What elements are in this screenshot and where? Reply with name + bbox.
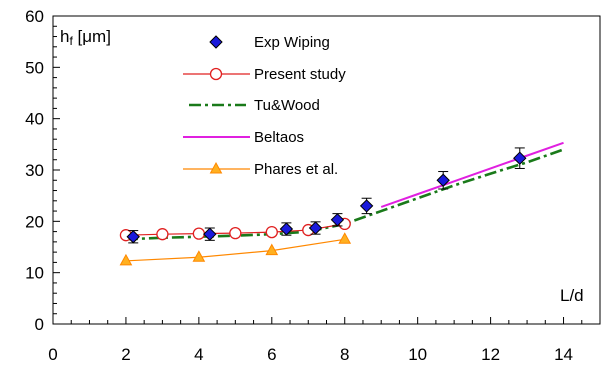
y-tick-label: 30 — [25, 161, 44, 180]
y-tick-label: 60 — [25, 7, 44, 26]
data-point — [229, 226, 242, 240]
data-point — [359, 199, 374, 213]
data-point — [265, 225, 278, 239]
series-line — [380, 141, 564, 208]
x-tick-label: 2 — [121, 345, 130, 364]
legend-item-phares-et-al: Phares et al. — [183, 161, 338, 178]
x-tick-label: 8 — [340, 345, 349, 364]
legend-marker — [209, 67, 223, 81]
series-exp-wiping — [126, 147, 527, 244]
data-point — [265, 243, 279, 256]
x-tick-label: 0 — [48, 345, 57, 364]
legend-label: Exp Wiping — [254, 34, 330, 51]
legend-marker — [209, 161, 223, 174]
data-point — [192, 250, 206, 262]
axes — [52, 15, 601, 325]
x-tick-label: 6 — [267, 345, 276, 364]
legend-label: Beltaos — [254, 129, 304, 146]
x-tick-label: 14 — [554, 345, 573, 364]
data-point — [330, 213, 345, 227]
series-phares-et-al — [119, 232, 352, 266]
y-tick-label: 40 — [25, 110, 44, 129]
data-point — [126, 230, 140, 244]
data-point — [513, 151, 527, 165]
data-point — [156, 228, 169, 241]
y-axis-title: hf [μm] — [60, 27, 111, 48]
data-point — [338, 232, 352, 244]
y-tick-label: 10 — [25, 264, 44, 283]
series-present-study — [119, 217, 351, 242]
series-line — [125, 238, 345, 262]
legend-item-tu-wood: Tu&Wood — [189, 97, 320, 114]
legend-label: Tu&Wood — [254, 97, 320, 114]
x-tick-label: 12 — [481, 345, 500, 364]
series-layer — [119, 141, 564, 266]
legend: Exp Wiping Present study Tu&Wood Beltaos Pha… — [183, 34, 346, 178]
data-point — [436, 173, 450, 187]
tick-labels: 0 2 4 6 8 10 12 14 0 10 20 30 40 50 60 — [25, 7, 573, 364]
data-point — [119, 253, 133, 266]
legend-marker — [209, 35, 223, 49]
legend-label: Phares et al. — [254, 161, 338, 178]
data-point — [192, 227, 206, 240]
legend-item-present-study: Present study — [183, 66, 346, 83]
x-axis-title: L/d — [560, 286, 584, 305]
data-point — [279, 222, 294, 236]
y-tick-label: 0 — [35, 315, 44, 334]
y-tick-label: 20 — [25, 212, 44, 231]
x-tick-label: 4 — [194, 345, 203, 364]
legend-label: Present study — [254, 66, 346, 83]
data-point — [203, 227, 217, 241]
legend-item-beltaos: Beltaos — [183, 129, 304, 146]
data-point — [308, 221, 323, 235]
legend-item-exp-wiping: Exp Wiping — [209, 34, 330, 51]
y-tick-label: 50 — [25, 58, 44, 77]
series-beltaos — [380, 141, 564, 208]
x-tick-label: 10 — [408, 345, 427, 364]
